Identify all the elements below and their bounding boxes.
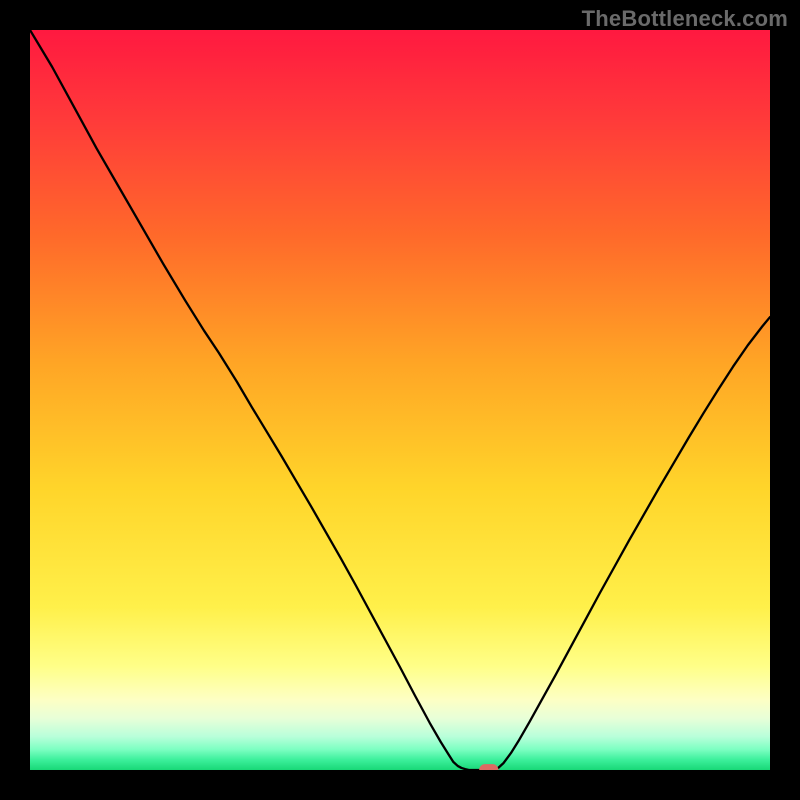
chart-root: TheBottleneck.com (0, 0, 800, 800)
plot-svg (30, 30, 770, 770)
gradient-background (30, 30, 770, 770)
optimal-point-marker (479, 764, 498, 770)
plot-area (30, 30, 770, 770)
watermark-text: TheBottleneck.com (582, 6, 788, 32)
